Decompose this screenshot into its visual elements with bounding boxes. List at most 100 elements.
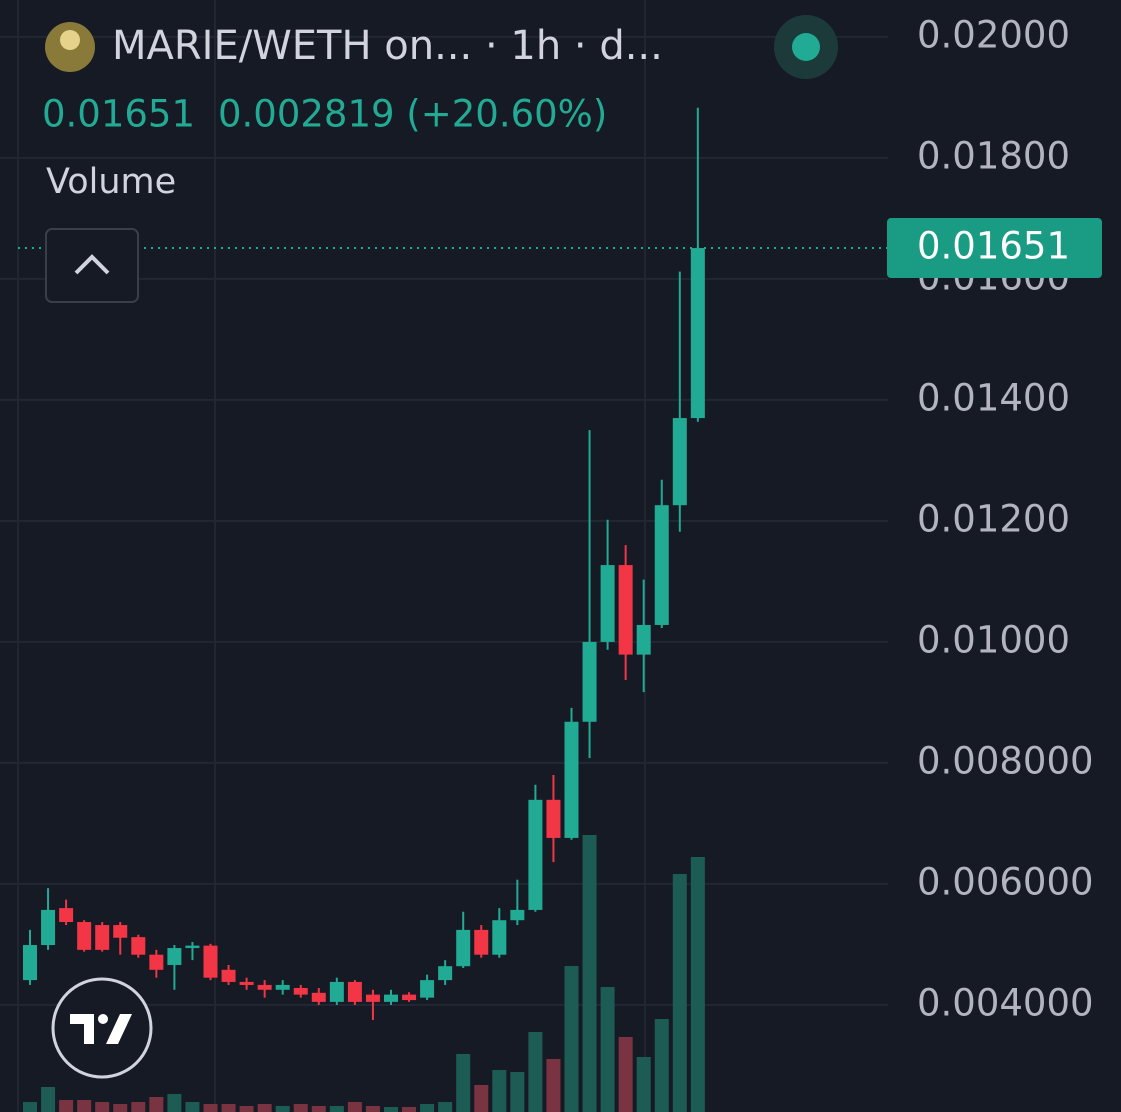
tradingview-logo-dot: [98, 1014, 108, 1024]
volume-bar: [275, 1106, 290, 1112]
volume-bar: [95, 1102, 110, 1112]
volume-bar: [59, 1100, 74, 1112]
candle-body: [690, 248, 705, 419]
candle-body: [329, 981, 344, 1002]
y-tick-label: 0.02000: [917, 13, 1070, 56]
volume-bar: [636, 1057, 651, 1112]
candle-body: [347, 981, 362, 1002]
volume-bar: [257, 1104, 272, 1112]
status-dot: [792, 33, 820, 61]
last-price-label: 0.01651: [917, 225, 1070, 268]
volume-bar: [239, 1106, 254, 1112]
price-readout: 0.01651: [42, 93, 195, 136]
candle-body: [420, 980, 435, 998]
candle-body: [654, 505, 669, 625]
y-tick-label: 0.01400: [917, 376, 1070, 419]
volume-bar: [654, 1019, 669, 1112]
collapse-button[interactable]: [45, 228, 139, 303]
volume-bar: [510, 1072, 525, 1112]
volume-bar: [131, 1102, 146, 1112]
y-tick-label: 0.01000: [917, 618, 1070, 661]
candle-body: [221, 969, 236, 982]
volume-bar: [618, 1037, 633, 1112]
indicator-label: Volume: [46, 162, 176, 202]
candle-body: [275, 984, 290, 990]
volume-bar: [347, 1102, 362, 1112]
candle-body: [510, 909, 525, 921]
candle-body: [618, 565, 633, 655]
candle-body: [438, 966, 453, 981]
volume-bar: [293, 1104, 308, 1112]
candle-body: [113, 925, 128, 938]
candle-body: [600, 565, 615, 642]
volume-bar: [528, 1032, 543, 1112]
volume-bar: [384, 1107, 398, 1112]
candle-body: [95, 925, 110, 950]
volume-bar: [311, 1106, 326, 1112]
volume-bar: [113, 1104, 128, 1112]
price-change: 0.002819 (+20.60%): [218, 93, 607, 136]
volume-pane: [23, 835, 705, 1112]
volume-bar: [365, 1106, 380, 1112]
candle-body: [492, 920, 507, 955]
candle-body: [239, 981, 254, 985]
volume-bar: [402, 1107, 417, 1112]
candle-body: [636, 624, 651, 655]
y-tick-label: 0.01200: [917, 497, 1070, 540]
volume-bar: [600, 987, 615, 1112]
candles: [23, 107, 705, 1021]
volume-bar: [456, 1054, 471, 1112]
volume-bar: [582, 835, 597, 1112]
volume-bar: [690, 857, 705, 1112]
candle-body: [185, 945, 200, 949]
candle-body: [203, 945, 218, 978]
volume-bar: [77, 1100, 92, 1112]
candle-body: [365, 994, 380, 1002]
candle-body: [384, 994, 398, 1002]
volume-bar: [546, 1059, 561, 1112]
volume-bar: [185, 1102, 200, 1112]
last-price-tag: [887, 218, 1102, 279]
volume-bar: [167, 1094, 182, 1112]
symbol-title: MARIE/WETH on... · 1h · d...: [112, 23, 663, 69]
tradingview-logo-mark: [70, 1014, 132, 1044]
candle-body: [456, 929, 471, 967]
candle-body: [582, 641, 597, 722]
volume-bar: [41, 1087, 56, 1112]
candle-body: [293, 987, 308, 995]
volume-bar: [329, 1106, 344, 1112]
volume-bar: [420, 1104, 435, 1112]
volume-bar: [23, 1102, 37, 1112]
candle-body: [528, 799, 543, 910]
volume-bar: [438, 1102, 453, 1112]
volume-bar: [221, 1104, 236, 1112]
y-tick-label: 0.008000: [917, 739, 1094, 782]
volume-bar: [203, 1104, 218, 1112]
candle-body: [546, 799, 561, 838]
candle-body: [402, 994, 417, 1001]
candle-body: [59, 908, 74, 923]
volume-bar: [149, 1097, 164, 1112]
candle-body: [149, 954, 164, 970]
price-axis: 0.020000.018000.016000.014000.012000.010…: [18, 13, 1102, 1024]
candle-body: [41, 909, 56, 946]
candle-body: [474, 929, 489, 955]
candle-body: [167, 948, 182, 965]
tradingview-logo[interactable]: [51, 977, 153, 1079]
candle-body: [257, 984, 272, 990]
candle-body: [131, 937, 146, 955]
y-tick-label: 0.004000: [917, 981, 1094, 1024]
candle-body: [564, 721, 579, 838]
volume-bar: [564, 966, 579, 1112]
token-avatar-face: [60, 30, 80, 50]
volume-bar: [492, 1070, 507, 1112]
volume-bar: [474, 1085, 489, 1112]
candle-body: [77, 922, 92, 950]
y-tick-label: 0.006000: [917, 860, 1094, 903]
y-tick-label: 0.01800: [917, 134, 1070, 177]
volume-bar: [672, 874, 687, 1112]
grid: [0, 35, 888, 1006]
candle-body: [311, 992, 326, 1002]
